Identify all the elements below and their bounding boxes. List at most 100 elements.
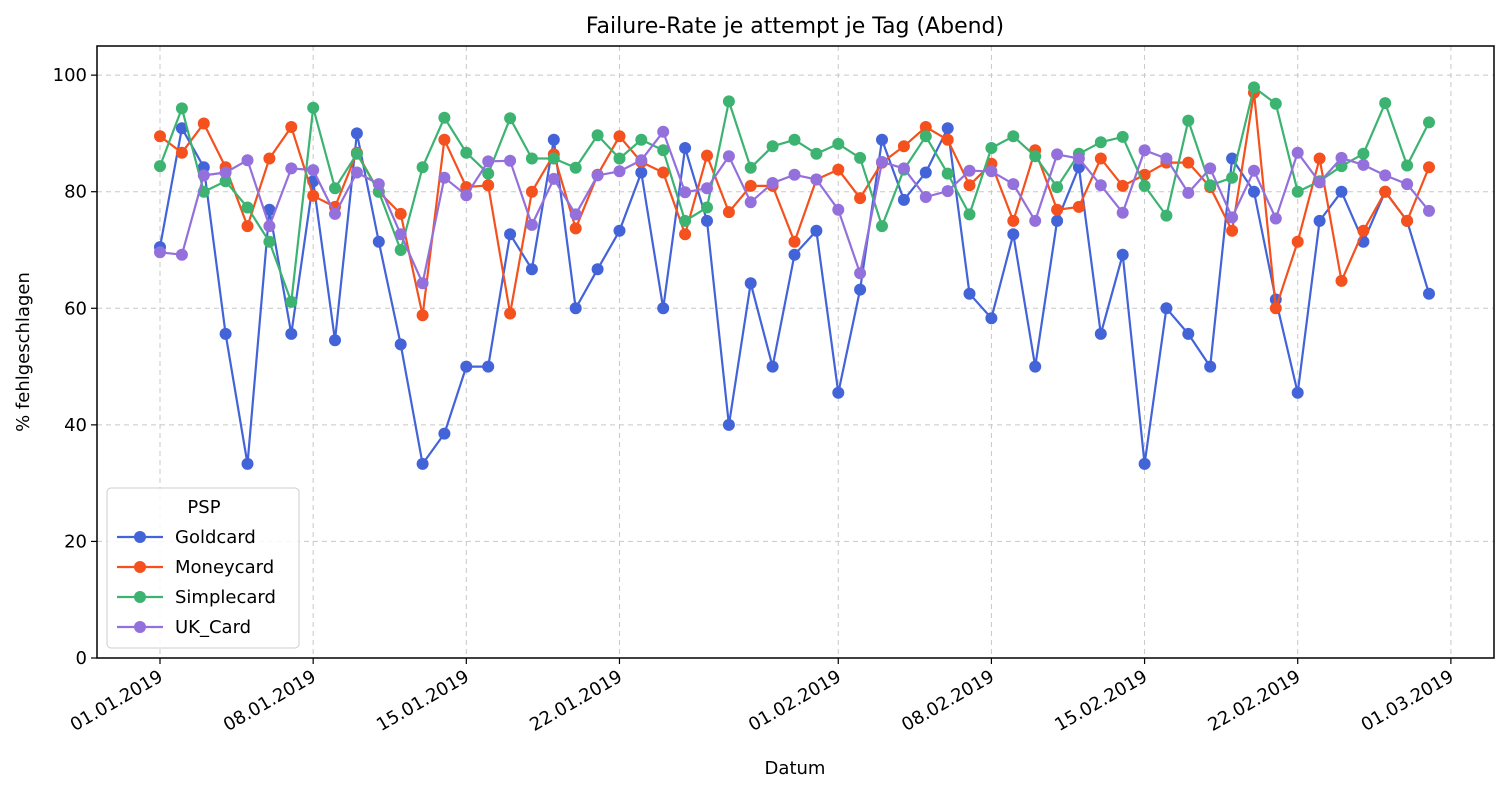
data-point	[1335, 151, 1348, 164]
data-point	[897, 162, 910, 175]
data-point	[1226, 171, 1239, 184]
data-point	[307, 189, 320, 202]
legend-marker	[134, 591, 146, 603]
series-goldcard	[154, 122, 1435, 470]
data-point	[394, 228, 407, 241]
data-point	[416, 161, 429, 174]
data-point	[963, 179, 976, 192]
data-point	[416, 277, 429, 290]
data-point	[394, 244, 407, 256]
data-point	[854, 283, 867, 296]
data-point	[1116, 130, 1129, 143]
data-point	[722, 150, 735, 163]
data-point	[1138, 179, 1151, 192]
data-point	[941, 185, 954, 198]
data-point	[525, 218, 538, 231]
data-point	[657, 302, 670, 315]
legend-marker	[134, 531, 146, 543]
data-point	[1423, 287, 1435, 300]
data-point	[985, 165, 998, 178]
legend-label: Goldcard	[175, 527, 256, 548]
data-point	[438, 427, 451, 440]
data-point	[569, 161, 582, 174]
data-point	[613, 165, 626, 178]
data-point	[175, 102, 188, 115]
data-point	[613, 130, 626, 143]
data-point	[197, 117, 210, 130]
data-point	[1248, 185, 1260, 198]
legend: PSP Goldcard Moneycard Simplecard UK_Card	[106, 487, 300, 649]
data-point	[613, 224, 626, 237]
data-point	[1051, 181, 1064, 194]
data-point	[722, 418, 735, 431]
data-point	[1291, 146, 1304, 159]
legend-box	[106, 487, 300, 649]
data-point	[766, 140, 779, 153]
data-point	[832, 386, 845, 399]
data-point	[1007, 214, 1020, 227]
data-point	[372, 235, 385, 248]
data-point	[1116, 248, 1129, 261]
data-point	[1379, 169, 1392, 182]
data-point	[832, 203, 845, 216]
data-point	[569, 302, 582, 315]
data-point	[788, 248, 801, 261]
data-point	[438, 171, 451, 184]
y-tick-label: 40	[64, 415, 87, 436]
data-point	[897, 193, 910, 206]
data-point	[766, 177, 779, 189]
data-point	[241, 154, 254, 167]
data-point	[547, 152, 560, 165]
data-point	[219, 166, 232, 179]
data-point	[416, 309, 429, 322]
data-point	[985, 312, 998, 325]
data-point	[788, 168, 801, 181]
data-point	[1401, 214, 1414, 227]
data-point	[241, 220, 254, 233]
data-point	[482, 179, 495, 192]
data-point	[919, 130, 932, 143]
data-point	[1379, 185, 1392, 198]
data-point	[329, 334, 341, 347]
data-point	[941, 133, 954, 146]
data-point	[1357, 158, 1370, 171]
data-point	[1423, 161, 1435, 174]
data-point	[1226, 211, 1239, 224]
data-point	[591, 263, 604, 276]
data-point	[657, 166, 670, 179]
data-point	[744, 277, 757, 290]
data-point	[482, 155, 495, 168]
data-point	[788, 133, 801, 146]
data-point	[263, 235, 276, 248]
legend-label: UK_Card	[175, 617, 251, 638]
data-point	[1357, 147, 1370, 160]
legend-entry: UK_Card	[117, 617, 251, 638]
data-point	[460, 360, 473, 373]
data-point	[285, 162, 298, 175]
data-point	[722, 95, 735, 108]
data-point	[1357, 224, 1370, 237]
data-point	[263, 220, 276, 233]
data-point	[504, 307, 517, 320]
y-axis-label: % fehlgeschlagen	[13, 272, 34, 432]
data-point	[1423, 116, 1435, 129]
data-point	[854, 151, 867, 164]
data-point	[263, 203, 276, 216]
data-point	[241, 457, 254, 470]
data-point	[1379, 97, 1392, 110]
data-point	[219, 327, 232, 340]
data-point	[810, 173, 823, 186]
data-point	[307, 101, 320, 114]
data-point	[1094, 152, 1107, 165]
data-point	[525, 185, 538, 198]
data-point	[350, 147, 363, 160]
data-point	[701, 182, 713, 195]
data-point	[657, 144, 670, 157]
data-point	[897, 140, 910, 153]
data-point	[832, 163, 845, 176]
data-point	[1182, 327, 1195, 340]
data-point	[744, 161, 757, 174]
data-point	[744, 196, 757, 209]
data-point	[1248, 81, 1260, 94]
data-point	[679, 186, 692, 199]
